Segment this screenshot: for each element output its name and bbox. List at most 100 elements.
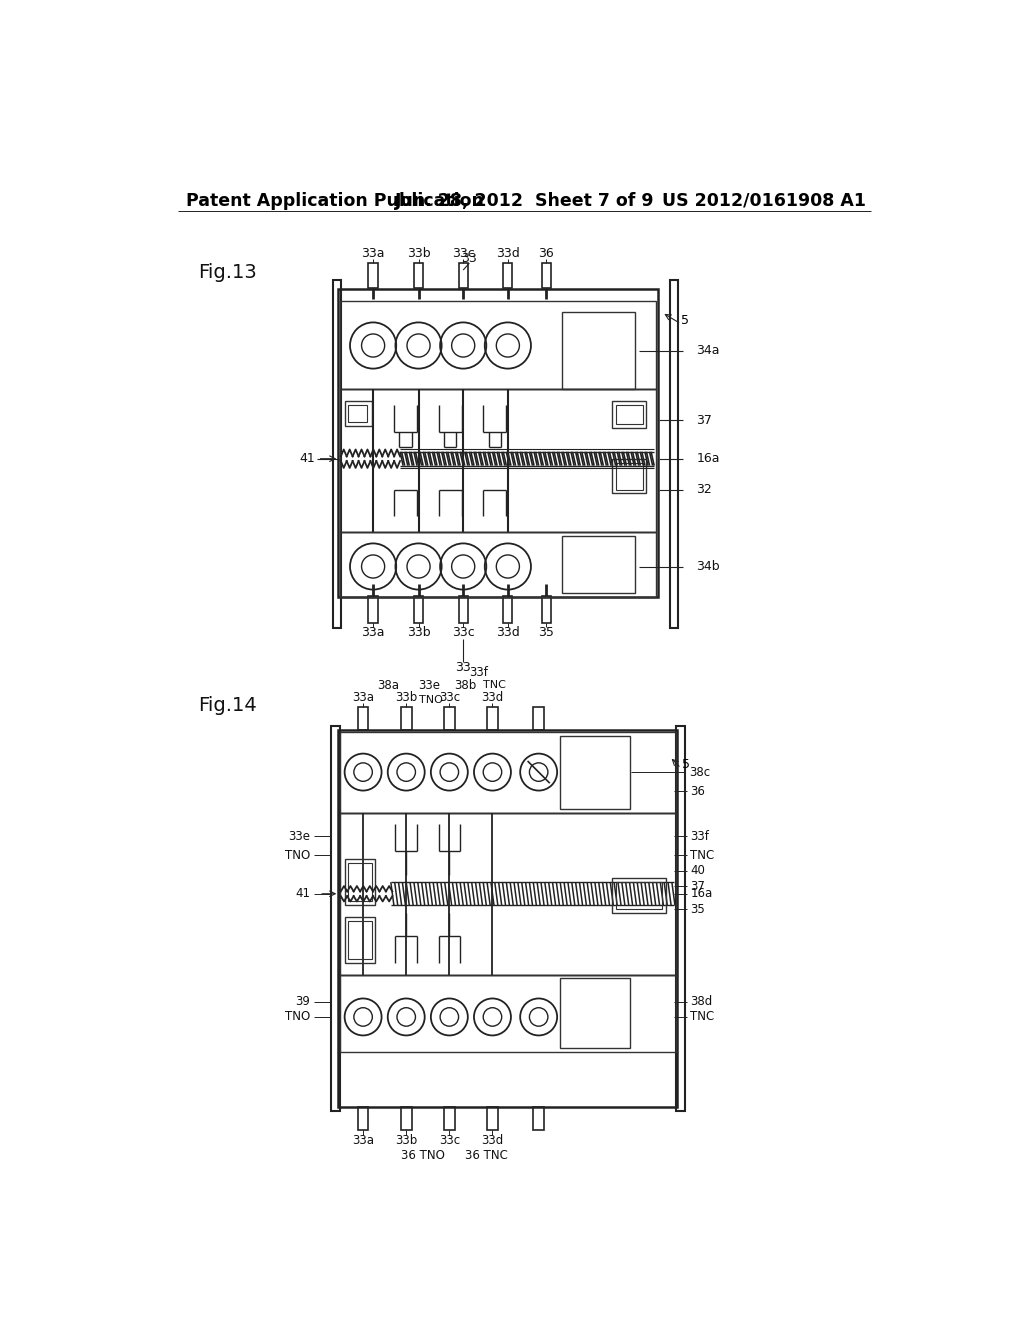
Bar <box>331 726 340 1111</box>
Bar <box>444 1107 455 1130</box>
Bar <box>414 595 423 623</box>
Bar <box>400 706 412 730</box>
Text: TNO: TNO <box>285 1010 310 1023</box>
Bar <box>357 706 369 730</box>
Bar <box>348 863 372 902</box>
Bar <box>340 974 676 1052</box>
Bar <box>611 459 646 494</box>
Text: 38a: 38a <box>378 678 399 692</box>
Text: TNC: TNC <box>482 680 506 690</box>
Bar <box>345 917 376 964</box>
Text: 38b: 38b <box>455 678 476 692</box>
Text: 36: 36 <box>690 785 706 797</box>
Text: 33e: 33e <box>288 829 310 842</box>
Bar <box>369 595 378 623</box>
Text: Fig.13: Fig.13 <box>199 263 257 282</box>
Text: 33: 33 <box>456 661 471 675</box>
Text: 33a: 33a <box>352 1134 374 1147</box>
Text: 37: 37 <box>696 413 713 426</box>
Text: 40: 40 <box>690 865 706 878</box>
Text: 34a: 34a <box>696 345 720 358</box>
Bar <box>340 733 676 813</box>
Text: 33b: 33b <box>407 247 430 260</box>
Text: 33a: 33a <box>352 690 374 704</box>
Text: 32: 32 <box>696 483 713 496</box>
Bar <box>487 1107 498 1130</box>
Bar <box>503 263 512 288</box>
Bar <box>534 706 544 730</box>
Bar <box>560 737 630 809</box>
Text: 41: 41 <box>295 887 310 900</box>
Text: 39: 39 <box>295 995 310 1008</box>
Text: 33f: 33f <box>690 829 710 842</box>
Text: 35: 35 <box>690 903 706 916</box>
Text: 33d: 33d <box>496 247 520 260</box>
Bar <box>487 706 498 730</box>
Text: 33e: 33e <box>419 678 440 692</box>
Bar <box>611 878 666 913</box>
Text: 5: 5 <box>682 758 690 771</box>
Bar <box>560 978 630 1048</box>
Text: TNC: TNC <box>690 849 715 862</box>
Text: 5: 5 <box>681 314 689 326</box>
Text: 16a: 16a <box>696 453 720 465</box>
Bar <box>615 882 662 909</box>
Bar <box>611 401 646 428</box>
Text: 33c: 33c <box>452 626 474 639</box>
Bar <box>414 263 423 288</box>
Text: 33c: 33c <box>438 690 460 704</box>
Text: 41: 41 <box>300 453 315 465</box>
Text: 33a: 33a <box>361 626 385 639</box>
Text: Patent Application Publication: Patent Application Publication <box>186 191 484 210</box>
Bar <box>676 726 685 1111</box>
Bar <box>503 595 512 623</box>
Text: 33d: 33d <box>481 1134 504 1147</box>
Bar <box>534 1107 544 1130</box>
Bar <box>345 401 372 425</box>
Bar <box>400 1107 412 1130</box>
Text: 34b: 34b <box>696 560 720 573</box>
Text: 36 TNO: 36 TNO <box>401 1148 445 1162</box>
Bar <box>444 706 455 730</box>
Text: 33c: 33c <box>438 1134 460 1147</box>
Text: Jun. 28, 2012  Sheet 7 of 9: Jun. 28, 2012 Sheet 7 of 9 <box>395 191 654 210</box>
Text: 33f: 33f <box>469 667 488 680</box>
Text: US 2012/0161908 A1: US 2012/0161908 A1 <box>662 191 866 210</box>
Bar <box>345 859 376 906</box>
Text: 33b: 33b <box>407 626 430 639</box>
Bar <box>615 462 643 490</box>
Text: 35: 35 <box>539 626 554 639</box>
Text: 33a: 33a <box>361 247 385 260</box>
Bar <box>562 536 635 594</box>
Bar <box>542 263 551 288</box>
Text: 33d: 33d <box>496 626 520 639</box>
Bar <box>357 1107 369 1130</box>
Bar <box>562 313 635 389</box>
Bar <box>348 405 367 422</box>
Text: Fig.14: Fig.14 <box>199 696 257 714</box>
Bar <box>340 389 656 532</box>
Bar <box>542 595 551 623</box>
Bar <box>615 405 643 424</box>
Text: 38c: 38c <box>689 766 710 779</box>
Text: 33: 33 <box>462 252 477 265</box>
Bar <box>348 921 372 960</box>
Text: 38d: 38d <box>690 995 713 1008</box>
Text: 33d: 33d <box>481 690 504 704</box>
Text: 33b: 33b <box>395 690 418 704</box>
Bar <box>369 263 378 288</box>
Bar <box>340 301 656 389</box>
Text: 36 TNC: 36 TNC <box>465 1148 508 1162</box>
Bar <box>459 263 468 288</box>
Bar <box>339 289 658 598</box>
Text: 37: 37 <box>690 879 706 892</box>
Bar <box>339 730 677 1107</box>
Bar <box>671 280 678 628</box>
Text: TNO: TNO <box>419 694 442 705</box>
Bar <box>333 280 341 628</box>
Text: 33c: 33c <box>452 247 474 260</box>
Text: 33b: 33b <box>395 1134 418 1147</box>
Text: 16a: 16a <box>690 887 713 900</box>
Bar <box>340 813 676 974</box>
Text: TNO: TNO <box>285 849 310 862</box>
